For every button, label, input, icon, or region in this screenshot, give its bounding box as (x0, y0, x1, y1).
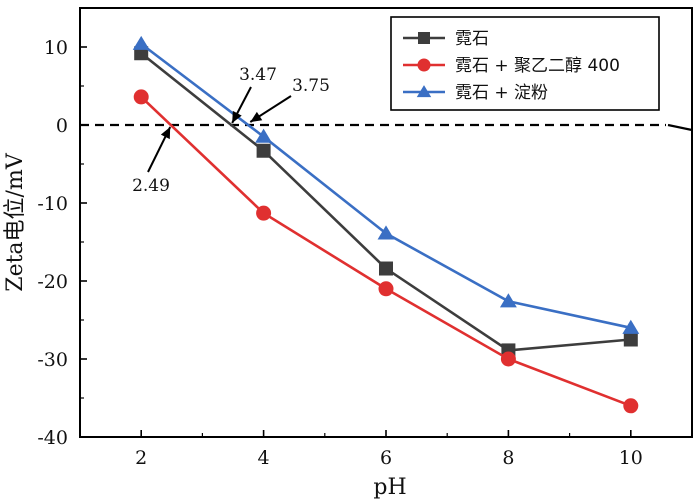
data-point (256, 205, 272, 221)
x-axis-label: pH (373, 475, 406, 500)
x-tick-label: 2 (135, 447, 147, 469)
y-tick-label: 10 (44, 37, 68, 59)
y-tick-label: -40 (37, 427, 68, 449)
data-point (622, 319, 640, 334)
data-point (623, 398, 639, 414)
y-tick-label: -30 (37, 349, 68, 371)
data-point (378, 281, 394, 297)
legend-entry: 霓石 (403, 29, 489, 49)
legend-marker (416, 85, 432, 98)
annotation-label: 3.75 (292, 76, 330, 96)
data-point (377, 225, 395, 240)
data-point (379, 261, 393, 276)
series-line (140, 95, 632, 408)
y-tick-label: -20 (37, 271, 68, 293)
y-axis-label: Zeta电位/mV (3, 152, 28, 292)
data-point (500, 351, 516, 367)
series-3 (132, 35, 640, 334)
legend-label: 霓石 + 淀粉 (455, 83, 548, 103)
data-point (133, 89, 149, 105)
legend-entry: 霓石 + 淀粉 (403, 83, 548, 103)
zero-reference-line-tail (667, 123, 693, 132)
annotation-arrow-head (250, 111, 263, 122)
annotation-arrow (231, 86, 252, 124)
annotation-arrow-head (160, 127, 171, 140)
x-tick-label: 8 (502, 447, 514, 469)
x-tick-label: 4 (258, 447, 270, 469)
data-point (256, 143, 271, 158)
data-point (623, 332, 638, 347)
x-tick-label: 6 (380, 447, 392, 469)
legend-box (390, 16, 660, 111)
annotation-label: 2.49 (132, 176, 170, 196)
legend-marker (418, 32, 430, 44)
series-2 (133, 89, 639, 414)
y-tick-label: 0 (56, 115, 68, 137)
x-tick-label: 10 (619, 447, 643, 469)
legend-marker (417, 58, 431, 72)
annotation-arrow-head (232, 110, 242, 123)
legend-label: 霓石 (455, 29, 489, 49)
y-tick-label: -10 (37, 193, 68, 215)
legend-label: 霓石 + 聚乙二醇 400 (455, 56, 620, 76)
data-point (255, 128, 273, 143)
annotation-arrow (249, 95, 292, 123)
annotation-arrow (147, 126, 172, 173)
data-point (132, 35, 150, 50)
legend-entry: 霓石 + 聚乙二醇 400 (403, 56, 620, 76)
annotation-label: 3.47 (239, 65, 277, 85)
data-point (499, 293, 517, 308)
